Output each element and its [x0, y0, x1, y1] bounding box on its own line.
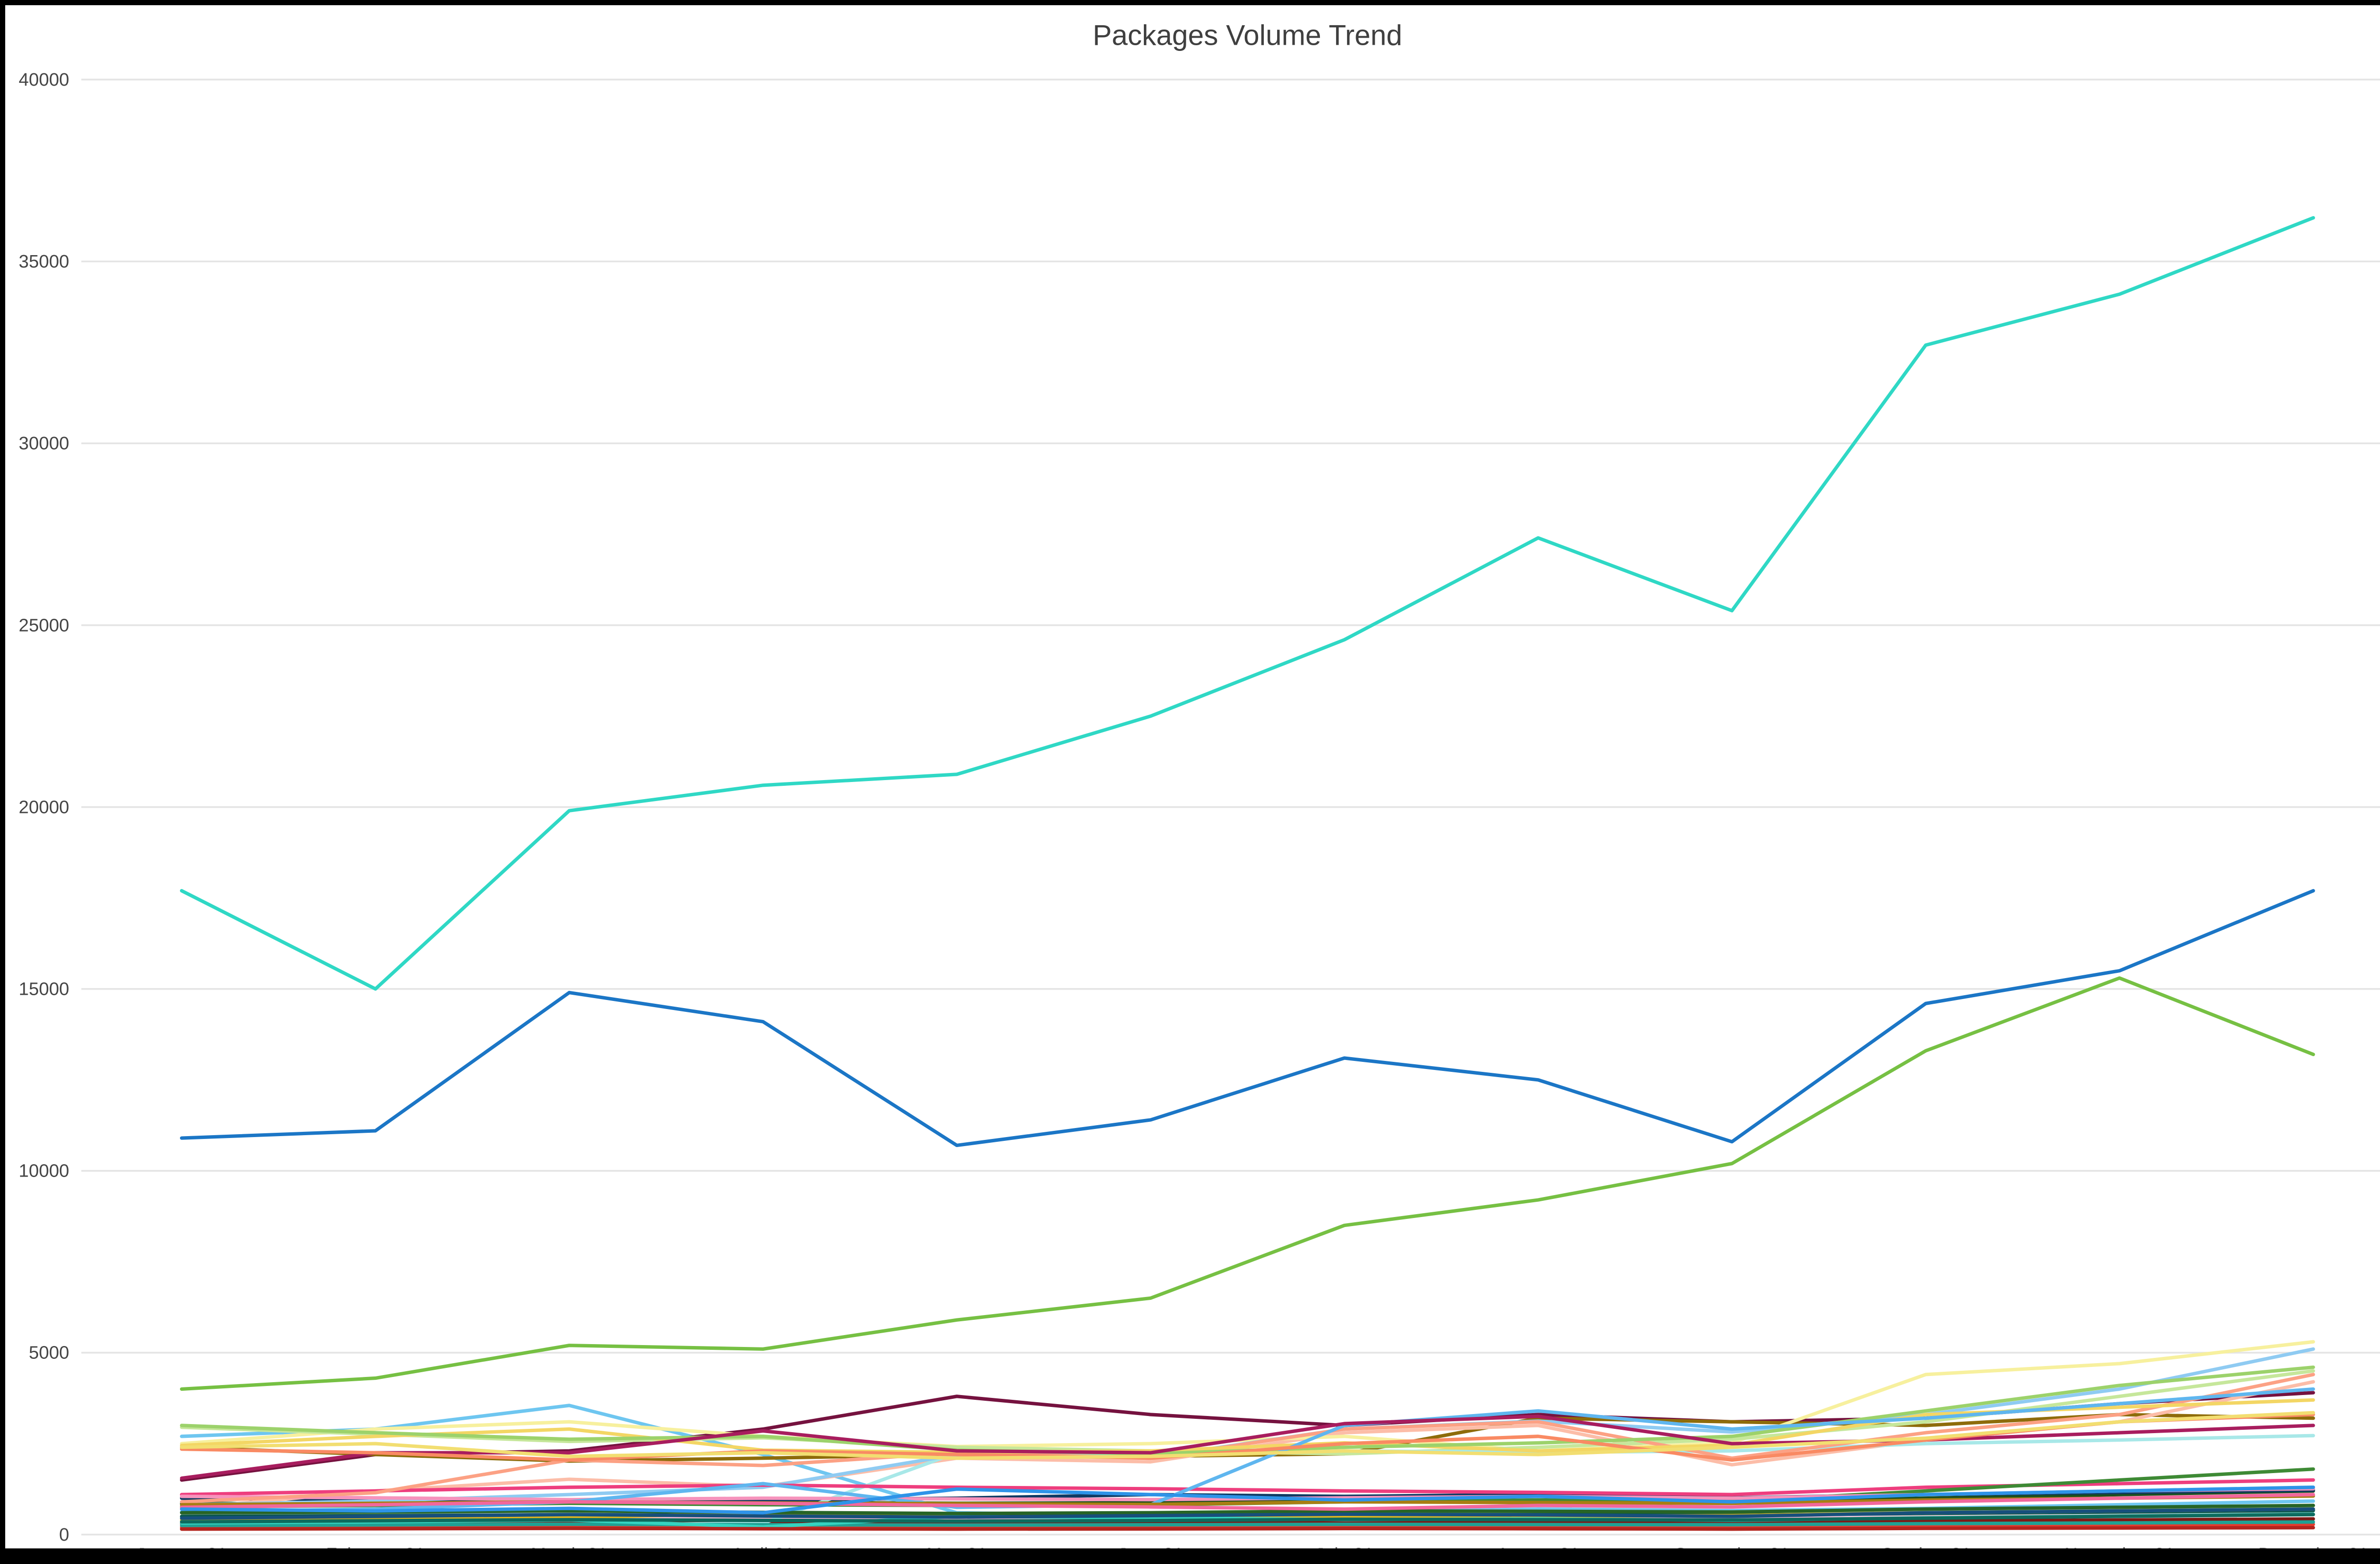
series-line-south-korea	[180, 1513, 2315, 1524]
x-tick-label: August-21	[1497, 1544, 1579, 1549]
chart-title: Packages Volume Trend	[1092, 20, 1402, 52]
x-tick-label: September-21	[1675, 1544, 1790, 1549]
x-tick-label: February-21	[326, 1544, 425, 1549]
series-line-jamaica	[180, 1520, 2315, 1527]
series-line-spain	[180, 1507, 2315, 1520]
series-line-russia	[180, 1526, 2315, 1531]
y-tick-label: 0	[59, 1524, 69, 1545]
y-tick-label: 5000	[29, 1343, 69, 1363]
series-line-sweden	[180, 1493, 2315, 1511]
series-line-south-africa	[180, 1504, 2315, 1515]
y-tick-label: 40000	[19, 69, 69, 90]
line-chart: 0 5000 10000 15000 20000 25000 30000 35000 40000…	[19, 69, 2380, 1549]
x-tick-label: December-21	[2258, 1544, 2368, 1549]
series-line-belgium	[180, 1517, 2315, 1525]
series-line-mexico	[180, 1373, 2315, 1504]
series-line-united-arab-emirates	[180, 1411, 2315, 1460]
x-tick-label: July-21	[1315, 1544, 1374, 1549]
y-tick-label: 35000	[19, 251, 69, 272]
y-tick-label: 15000	[19, 979, 69, 1000]
x-tick-label: May-21	[926, 1544, 987, 1549]
y-tick-label: 30000	[19, 433, 69, 454]
series-line-japan	[180, 889, 2315, 1148]
x-tick-label: January-21	[136, 1544, 227, 1549]
series-line-indonesia	[180, 1478, 2315, 1496]
y-tick-label: 10000	[19, 1161, 69, 1181]
x-tick-label: June-21	[1118, 1544, 1183, 1549]
series-line-france	[180, 1340, 2315, 1453]
series-line-ireland	[180, 1523, 2315, 1529]
x-tick-label: October-21	[1880, 1544, 1971, 1549]
x-tick-label: March-21	[531, 1544, 607, 1549]
series-line-united-kingdom	[180, 976, 2315, 1391]
chart-canvas: Packages Volume Trend 0 5000 10000 15000 200…	[5, 5, 2380, 1549]
series-line-united-states	[180, 216, 2315, 991]
y-tick-label: 25000	[19, 615, 69, 635]
y-tick-label: 20000	[19, 797, 69, 817]
x-tick-label: November-21	[2064, 1544, 2174, 1549]
series-line-vietnam	[180, 1485, 2315, 1515]
series-line-netherlands	[180, 1398, 2315, 1455]
x-tick-label: April-21	[732, 1544, 794, 1549]
